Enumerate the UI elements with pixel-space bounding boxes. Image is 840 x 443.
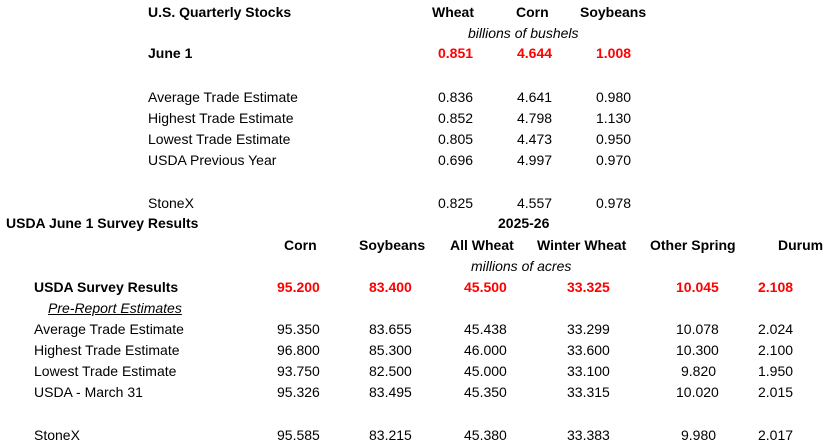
survey-cell: 83.215 xyxy=(369,427,412,443)
survey-cell: 33.100 xyxy=(567,363,610,379)
survey-cell: 45.438 xyxy=(464,321,507,337)
survey-cell: 85.300 xyxy=(369,342,412,358)
stocks-cell: 0.852 xyxy=(438,110,474,126)
stocks-row-label: USDA Previous Year xyxy=(148,152,277,168)
survey-cell: 45.000 xyxy=(464,363,507,379)
stocks-cell: 4.557 xyxy=(517,195,553,211)
stocks-row-label: June 1 xyxy=(148,45,193,61)
stocks-cell: 0.696 xyxy=(438,152,474,168)
stocks-cell: 0.970 xyxy=(596,152,632,168)
stocks-col-wheat: Wheat xyxy=(432,4,474,20)
stocks-row-label: StoneX xyxy=(148,195,194,211)
survey-cell: 95.326 xyxy=(277,384,320,400)
survey-row-label: Highest Trade Estimate xyxy=(34,342,180,358)
survey-cell: 83.495 xyxy=(369,384,412,400)
stocks-cell: 0.825 xyxy=(438,195,474,211)
survey-cell: 83.400 xyxy=(369,279,412,295)
survey-col-other-spring: Other Spring xyxy=(650,237,736,253)
survey-row-label: Average Trade Estimate xyxy=(34,321,184,337)
survey-col-winter-wheat: Winter Wheat xyxy=(537,237,627,253)
survey-row-label: StoneX xyxy=(34,427,80,443)
stocks-title: U.S. Quarterly Stocks xyxy=(148,4,292,20)
survey-col-all-wheat: All Wheat xyxy=(450,237,514,253)
stocks-cell: 4.997 xyxy=(517,152,553,168)
survey-units: millions of acres xyxy=(471,258,572,274)
survey-cell: 95.585 xyxy=(277,427,320,443)
survey-col-soybeans: Soybeans xyxy=(359,237,426,253)
survey-cell: 46.000 xyxy=(464,342,507,358)
survey-cell: 2.108 xyxy=(758,279,794,295)
survey-cell: 2.100 xyxy=(758,342,794,358)
survey-cell: 95.200 xyxy=(277,279,320,295)
stocks-cell: 0.836 xyxy=(438,89,474,105)
survey-cell: 10.300 xyxy=(676,342,719,358)
survey-title: USDA June 1 Survey Results xyxy=(6,215,199,231)
survey-cell: 9.820 xyxy=(681,363,717,379)
stocks-units: billions of bushels xyxy=(468,25,579,41)
survey-cell: 93.750 xyxy=(277,363,320,379)
survey-cell: 33.299 xyxy=(567,321,610,337)
stocks-cell: 0.950 xyxy=(596,131,632,147)
survey-cell: 82.500 xyxy=(369,363,412,379)
stocks-cell: 4.798 xyxy=(517,110,553,126)
survey-cell: 96.800 xyxy=(277,342,320,358)
survey-cell: 83.655 xyxy=(369,321,412,337)
survey-cell: 2.017 xyxy=(758,427,794,443)
stocks-cell: 4.641 xyxy=(517,89,553,105)
survey-row-label: USDA - March 31 xyxy=(34,384,143,400)
survey-col-corn: Corn xyxy=(284,237,317,253)
stocks-cell: 1.130 xyxy=(596,110,632,126)
stocks-cell: 0.851 xyxy=(438,45,474,61)
survey-cell: 33.315 xyxy=(567,384,610,400)
stocks-col-soybeans: Soybeans xyxy=(580,4,647,20)
survey-cell: 95.350 xyxy=(277,321,320,337)
stocks-row-label: Highest Trade Estimate xyxy=(148,110,294,126)
stocks-cell: 0.980 xyxy=(596,89,632,105)
survey-cell: 45.500 xyxy=(464,279,507,295)
stocks-cell: 0.978 xyxy=(596,195,632,211)
survey-cell: 10.020 xyxy=(676,384,719,400)
stocks-cell: 0.805 xyxy=(438,131,474,147)
survey-row-label: Lowest Trade Estimate xyxy=(34,363,177,379)
pre-report-label: Pre-Report Estimates xyxy=(48,300,182,316)
survey-results-label: USDA Survey Results xyxy=(34,279,179,295)
stocks-cell: 4.473 xyxy=(517,131,553,147)
survey-cell: 2.024 xyxy=(758,321,794,337)
survey-cell: 33.383 xyxy=(567,427,610,443)
survey-cell: 33.325 xyxy=(567,279,610,295)
survey-col-durum: Durum xyxy=(778,237,824,253)
survey-cell: 2.015 xyxy=(758,384,794,400)
survey-cell: 45.380 xyxy=(464,427,507,443)
stocks-cell: 1.008 xyxy=(596,45,632,61)
stocks-row-label: Average Trade Estimate xyxy=(148,89,298,105)
survey-year: 2025-26 xyxy=(498,215,550,231)
survey-cell: 10.045 xyxy=(676,279,719,295)
stocks-cell: 4.644 xyxy=(517,45,553,61)
survey-cell: 45.350 xyxy=(464,384,507,400)
survey-cell: 33.600 xyxy=(567,342,610,358)
survey-cell: 9.980 xyxy=(681,427,717,443)
survey-cell: 10.078 xyxy=(676,321,719,337)
stocks-col-corn: Corn xyxy=(516,4,549,20)
survey-cell: 1.950 xyxy=(758,363,794,379)
stocks-row-label: Lowest Trade Estimate xyxy=(148,131,291,147)
